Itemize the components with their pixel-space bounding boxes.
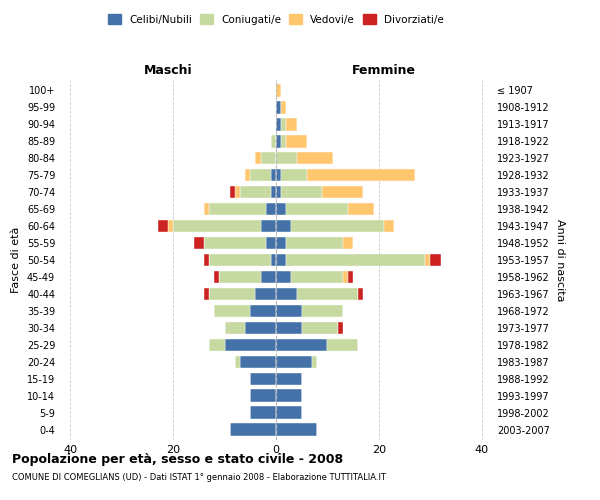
- Bar: [260, 270, 276, 283]
- Y-axis label: Anni di nascita: Anni di nascita: [555, 219, 565, 301]
- Bar: [204, 254, 209, 266]
- Bar: [343, 236, 353, 250]
- Bar: [276, 118, 281, 130]
- Bar: [168, 220, 173, 232]
- Bar: [230, 424, 276, 436]
- Bar: [307, 168, 415, 181]
- Bar: [286, 202, 348, 215]
- Bar: [281, 101, 286, 114]
- Bar: [173, 220, 260, 232]
- Text: Popolazione per età, sesso e stato civile - 2008: Popolazione per età, sesso e stato civil…: [12, 452, 343, 466]
- Bar: [250, 372, 276, 385]
- Bar: [276, 288, 296, 300]
- Text: Femmine: Femmine: [352, 64, 416, 76]
- Bar: [260, 220, 276, 232]
- Bar: [276, 322, 302, 334]
- Bar: [348, 202, 374, 215]
- Bar: [281, 135, 286, 147]
- Bar: [276, 372, 302, 385]
- Bar: [276, 270, 292, 283]
- Bar: [256, 152, 260, 164]
- Bar: [240, 356, 276, 368]
- Bar: [220, 270, 260, 283]
- Bar: [250, 168, 271, 181]
- Bar: [266, 236, 276, 250]
- Bar: [209, 288, 256, 300]
- Bar: [296, 288, 358, 300]
- Bar: [271, 168, 276, 181]
- Text: Maschi: Maschi: [143, 64, 193, 76]
- Bar: [158, 220, 168, 232]
- Bar: [312, 356, 317, 368]
- Bar: [328, 338, 358, 351]
- Bar: [322, 186, 364, 198]
- Bar: [235, 356, 240, 368]
- Bar: [224, 322, 245, 334]
- Bar: [358, 288, 364, 300]
- Bar: [250, 304, 276, 318]
- Bar: [276, 390, 302, 402]
- Bar: [286, 118, 296, 130]
- Bar: [276, 220, 292, 232]
- Bar: [276, 168, 281, 181]
- Bar: [209, 254, 271, 266]
- Bar: [276, 338, 328, 351]
- Bar: [302, 322, 338, 334]
- Bar: [271, 254, 276, 266]
- Bar: [276, 186, 281, 198]
- Bar: [276, 356, 312, 368]
- Bar: [271, 186, 276, 198]
- Bar: [281, 168, 307, 181]
- Bar: [204, 202, 209, 215]
- Bar: [276, 236, 286, 250]
- Bar: [286, 236, 343, 250]
- Y-axis label: Fasce di età: Fasce di età: [11, 227, 21, 293]
- Bar: [194, 236, 204, 250]
- Bar: [286, 254, 425, 266]
- Bar: [276, 304, 302, 318]
- Bar: [224, 338, 276, 351]
- Bar: [214, 304, 250, 318]
- Bar: [245, 168, 250, 181]
- Bar: [348, 270, 353, 283]
- Bar: [276, 424, 317, 436]
- Bar: [276, 84, 281, 96]
- Bar: [245, 322, 276, 334]
- Bar: [276, 254, 286, 266]
- Bar: [204, 288, 209, 300]
- Bar: [276, 152, 296, 164]
- Bar: [276, 135, 281, 147]
- Bar: [250, 406, 276, 419]
- Bar: [204, 236, 266, 250]
- Bar: [209, 202, 266, 215]
- Bar: [302, 304, 343, 318]
- Bar: [230, 186, 235, 198]
- Legend: Celibi/Nubili, Coniugati/e, Vedovi/e, Divorziati/e: Celibi/Nubili, Coniugati/e, Vedovi/e, Di…: [104, 10, 448, 29]
- Bar: [343, 270, 348, 283]
- Bar: [266, 202, 276, 215]
- Bar: [276, 406, 302, 419]
- Bar: [281, 118, 286, 130]
- Bar: [271, 135, 276, 147]
- Text: COMUNE DI COMEGLIANS (UD) - Dati ISTAT 1° gennaio 2008 - Elaborazione TUTTITALIA: COMUNE DI COMEGLIANS (UD) - Dati ISTAT 1…: [12, 472, 386, 482]
- Bar: [338, 322, 343, 334]
- Bar: [292, 220, 384, 232]
- Bar: [209, 338, 224, 351]
- Bar: [276, 101, 281, 114]
- Bar: [430, 254, 440, 266]
- Bar: [286, 135, 307, 147]
- Bar: [235, 186, 240, 198]
- Bar: [425, 254, 430, 266]
- Bar: [256, 288, 276, 300]
- Bar: [276, 202, 286, 215]
- Bar: [214, 270, 220, 283]
- Bar: [260, 152, 276, 164]
- Bar: [292, 270, 343, 283]
- Bar: [384, 220, 394, 232]
- Bar: [281, 186, 322, 198]
- Bar: [250, 390, 276, 402]
- Bar: [240, 186, 271, 198]
- Bar: [296, 152, 332, 164]
